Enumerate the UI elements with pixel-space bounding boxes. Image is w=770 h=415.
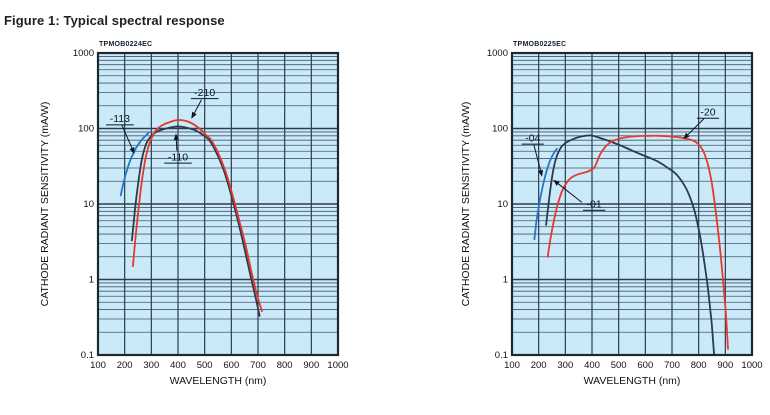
curve--01 [545,134,715,356]
curve--110 [131,125,261,317]
x-tick-label: 700 [250,360,266,371]
y-tick-label: 10 [497,199,508,210]
curve--04 [533,147,558,241]
x-tick-label: 300 [143,360,159,371]
annotation-arrow-line [557,183,583,203]
x-tick-label: 200 [531,360,547,371]
annotation-text: -113 [110,113,130,125]
x-tick-label: 1000 [327,360,348,371]
x-axis-title-right: WAVELENGTH (nm) [583,375,681,387]
y-tick-label: 10 [83,199,94,210]
x-tick-label: 800 [691,360,707,371]
chart-id-label-right: TPMOB0225EC [513,41,567,48]
annotation-text: -20 [700,107,715,119]
x-tick-label: 600 [223,360,239,371]
y-tick-label: 100 [492,124,508,135]
y-axis-title-right: CATHODE RADIANT SENSITIVITY (mA/W) [460,101,472,307]
x-tick-label: 400 [584,360,600,371]
plot-frame [96,51,340,357]
annotation-arrow-line [533,144,541,171]
figure-title: Figure 1: Typical spectral response [4,13,225,28]
y-tick-label: 1 [503,275,508,286]
annotation-arrowhead [191,111,197,119]
y-axis-title-left: CATHODE RADIANT SENSITIVITY (mA/W) [39,101,51,307]
annotation-arrowhead [173,133,179,141]
x-tick-label: 700 [664,360,680,371]
annotation-text: -210 [194,87,215,99]
x-tick-label: 400 [170,360,186,371]
curve--113 [119,131,150,197]
annotation-arrow-line [193,99,202,114]
x-tick-label: 200 [117,360,133,371]
y-tick-label: 0.1 [81,350,94,361]
annotation-arrowhead [683,132,690,140]
annotation-text: -04 [525,132,540,144]
annotation-text: -01 [587,199,602,211]
x-tick-label: 900 [717,360,733,371]
annotation-arrow-line [121,125,133,149]
plot-frame [510,51,754,357]
annotation-arrowhead [538,169,543,177]
annotation-arrowhead [129,147,135,154]
x-tick-label: 300 [557,360,573,371]
x-tick-label: 100 [90,360,106,371]
annotation-text: -110 [168,151,188,163]
x-tick-label: 500 [611,360,627,371]
x-tick-label: 900 [303,360,319,371]
curve--20 [546,134,729,350]
annotation-arrow-line [175,139,178,151]
y-tick-label: 100 [78,124,94,135]
y-tick-label: 1 [89,275,94,286]
x-axis-title-left: WAVELENGTH (nm) [169,375,267,387]
y-tick-label: 0.1 [495,350,508,361]
x-tick-label: 100 [504,360,520,371]
annotation-arrowhead [553,179,560,186]
x-tick-label: 600 [637,360,653,371]
x-tick-label: 800 [277,360,293,371]
annotation-arrow-line [687,118,705,136]
x-tick-label: 1000 [741,360,762,371]
x-tick-label: 500 [197,360,213,371]
curve--210 [132,119,263,313]
chart-id-label-left: TPMOB0224EC [99,41,153,48]
y-tick-label: 1000 [73,48,94,59]
y-tick-label: 1000 [487,48,508,59]
